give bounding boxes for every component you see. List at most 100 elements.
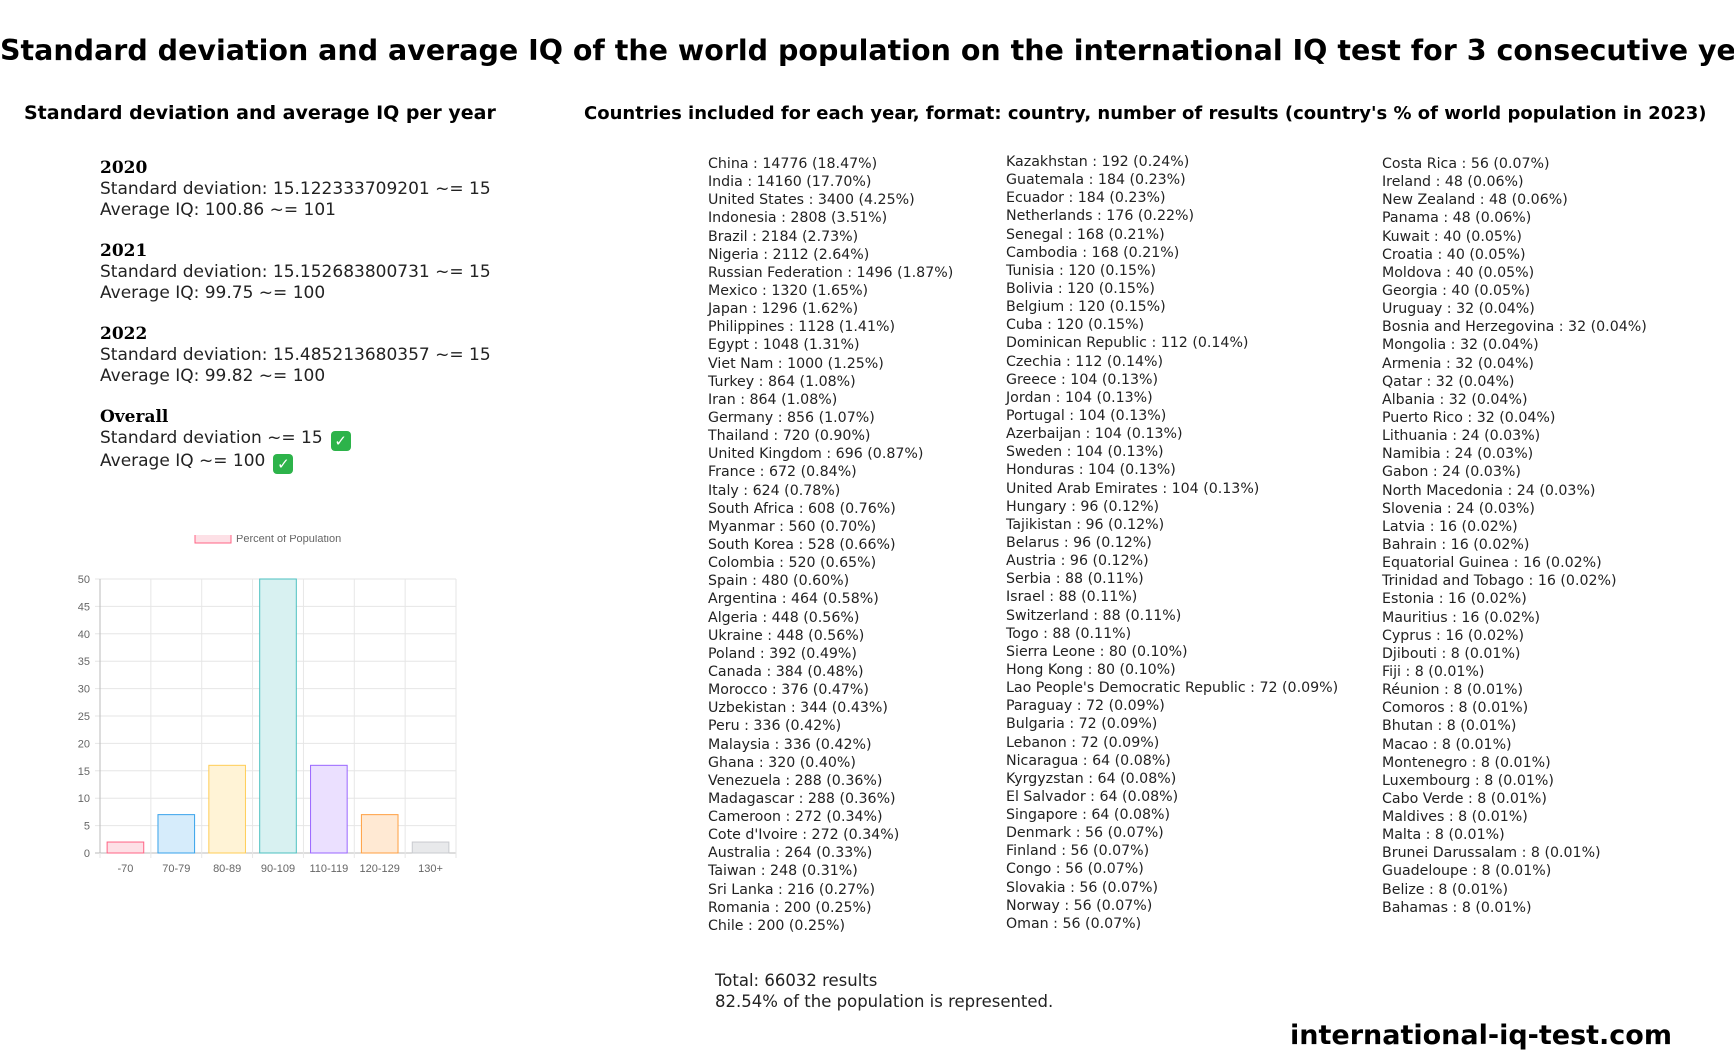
country-entry: Cyprus : 16 (0.02%): [1382, 627, 1525, 644]
stats-panel: 2020 Standard deviation: 15.122333709201…: [100, 158, 491, 494]
country-entry: Bosnia and Herzegovina : 32 (0.04%): [1382, 319, 1647, 336]
country-entry: Réunion : 8 (0.01%): [1382, 682, 1524, 699]
chart-legend: Percent of Population: [194, 535, 341, 545]
country-entry: Sri Lanka : 216 (0.27%): [708, 881, 876, 898]
country-entry: Bahrain : 16 (0.02%): [1382, 536, 1530, 553]
stat-year: 2022: [100, 324, 148, 344]
country-entry: South Africa : 608 (0.76%): [708, 500, 896, 517]
stat-sd: Standard deviation: 15.485213680357 ~= 1…: [100, 345, 491, 365]
country-entry: Croatia : 40 (0.05%): [1382, 246, 1526, 263]
country-entry: Fiji : 8 (0.01%): [1382, 663, 1485, 680]
country-entry: Philippines : 1128 (1.41%): [708, 319, 895, 336]
country-entry: Czechia : 112 (0.14%): [1006, 353, 1164, 370]
y-tick-label: 40: [78, 629, 90, 641]
country-entry: Norway : 56 (0.07%): [1006, 897, 1153, 914]
x-tick-label: -70: [117, 863, 133, 875]
country-entry: Kazakhstan : 192 (0.24%): [1006, 154, 1190, 170]
country-entry: Belize : 8 (0.01%): [1382, 881, 1508, 898]
country-entry: Mongolia : 32 (0.04%): [1382, 337, 1539, 354]
bar-110-119: [310, 764, 348, 854]
country-entry: Germany : 856 (1.07%): [708, 409, 875, 426]
country-entry: Canada : 384 (0.48%): [708, 663, 864, 680]
country-entry: Albania : 32 (0.04%): [1382, 391, 1528, 408]
country-entry: Qatar : 32 (0.04%): [1382, 373, 1515, 390]
x-tick-label: 90-109: [261, 863, 295, 875]
country-entry: Sweden : 104 (0.13%): [1006, 444, 1164, 461]
iq-distribution-chart: Percent of Population 0 5 10 15 20 25 30 35 40 45 5…: [78, 535, 457, 875]
country-entry: Viet Nam : 1000 (1.25%): [708, 355, 884, 372]
country-entry: Cabo Verde : 8 (0.01%): [1382, 790, 1547, 807]
country-entry: Netherlands : 176 (0.22%): [1006, 208, 1195, 225]
country-entry: Kyrgyzstan : 64 (0.08%): [1006, 770, 1177, 787]
country-entry: Turkey : 864 (1.08%): [708, 373, 856, 390]
x-tick-label: 80-89: [213, 863, 241, 875]
totals: Total: 66032 results 82.54% of the popul…: [715, 970, 1053, 1012]
stat-year: Overall: [100, 407, 169, 427]
country-entry: Costa Rica : 56 (0.07%): [1382, 156, 1550, 172]
country-entry: Romania : 200 (0.25%): [708, 899, 872, 916]
bar-90-109: [259, 578, 297, 854]
country-entry: Maldives : 8 (0.01%): [1382, 809, 1528, 826]
country-entry: Morocco : 376 (0.47%): [708, 682, 869, 699]
country-entry: Italy : 624 (0.78%): [708, 482, 841, 499]
country-entry: Russian Federation : 1496 (1.87%): [708, 264, 954, 281]
country-entry: North Macedonia : 24 (0.03%): [1382, 482, 1596, 499]
country-entry: Poland : 392 (0.49%): [708, 645, 857, 662]
country-entry: Serbia : 88 (0.11%): [1006, 571, 1144, 588]
x-tick-label: 130+: [418, 863, 443, 875]
country-entry: Bolivia : 120 (0.15%): [1006, 280, 1155, 297]
country-entry: Guadeloupe : 8 (0.01%): [1382, 863, 1552, 880]
country-entry: Venezuela : 288 (0.36%): [708, 772, 883, 789]
country-entry: Moldova : 40 (0.05%): [1382, 264, 1535, 281]
bar-130+: [411, 841, 450, 854]
country-entry: Luxembourg : 8 (0.01%): [1382, 772, 1554, 789]
country-entry: El Salvador : 64 (0.08%): [1006, 788, 1179, 805]
stat-block-2022: 2022 Standard deviation: 15.485213680357…: [100, 324, 491, 387]
country-entry: Nigeria : 2112 (2.64%): [708, 246, 870, 263]
country-entry: Cambodia : 168 (0.21%): [1006, 244, 1180, 261]
country-entry: Armenia : 32 (0.04%): [1382, 355, 1534, 372]
country-entry: Trinidad and Tobago : 16 (0.02%): [1382, 573, 1617, 590]
country-entry: Austria : 96 (0.12%): [1006, 553, 1149, 570]
bar-70-79: [157, 814, 196, 854]
country-entry: Ghana : 320 (0.40%): [708, 754, 856, 771]
stat-block-2021: 2021 Standard deviation: 15.152683800731…: [100, 241, 491, 304]
country-entry: Nicaragua : 64 (0.08%): [1006, 752, 1171, 769]
country-entry: France : 672 (0.84%): [708, 464, 857, 481]
country-entry: Ukraine : 448 (0.56%): [708, 627, 865, 644]
country-entry: Tajikistan : 96 (0.12%): [1006, 516, 1165, 533]
countries-heading: Countries included for each year, format…: [584, 103, 1707, 124]
country-entry: Switzerland : 88 (0.11%): [1006, 607, 1182, 624]
country-entry: Greece : 104 (0.13%): [1006, 371, 1159, 388]
country-entry: Brunei Darussalam : 8 (0.01%): [1382, 845, 1601, 862]
country-entry: Japan : 1296 (1.62%): [708, 301, 859, 318]
x-tick-label: 70-79: [162, 863, 190, 875]
country-entry: Malta : 8 (0.01%): [1382, 827, 1505, 844]
country-entry: Guatemala : 184 (0.23%): [1006, 172, 1186, 189]
country-entry: New Zealand : 48 (0.06%): [1382, 192, 1568, 209]
country-entry: Ecuador : 184 (0.23%): [1006, 190, 1166, 207]
country-entry: Bhutan : 8 (0.01%): [1382, 718, 1517, 735]
stat-sd: Standard deviation ~= 15: [100, 428, 323, 448]
country-entry: Portugal : 104 (0.13%): [1006, 407, 1167, 424]
country-entry: Puerto Rico : 32 (0.04%): [1382, 409, 1556, 426]
y-tick-label: 5: [84, 821, 90, 833]
country-entry: India : 14160 (17.70%): [708, 174, 872, 191]
country-entry: Colombia : 520 (0.65%): [708, 555, 877, 572]
country-entry: South Korea : 528 (0.66%): [708, 536, 896, 553]
stat-avg: Average IQ: 100.86 ~= 101: [100, 200, 336, 220]
country-entry: Panama : 48 (0.06%): [1382, 210, 1532, 227]
country-column-1: China : 14776 (18.47%) India : 14160 (17.…: [708, 155, 953, 935]
x-tick-label: 120-129: [360, 863, 400, 875]
country-entry: Belarus : 96 (0.12%): [1006, 534, 1152, 551]
country-entry: Congo : 56 (0.07%): [1006, 861, 1144, 878]
stat-sd: Standard deviation: 15.122333709201 ~= 1…: [100, 179, 491, 199]
country-entry: Denmark : 56 (0.07%): [1006, 825, 1164, 842]
legend-swatch: [194, 535, 232, 544]
country-entry: Bulgaria : 72 (0.09%): [1006, 716, 1158, 733]
country-entry: Israel : 88 (0.11%): [1006, 589, 1138, 606]
country-entry: Lithuania : 24 (0.03%): [1382, 428, 1541, 445]
country-entry: Azerbaijan : 104 (0.13%): [1006, 426, 1183, 443]
y-tick-label: 50: [78, 574, 90, 586]
country-entry: Finland : 56 (0.07%): [1006, 843, 1150, 860]
